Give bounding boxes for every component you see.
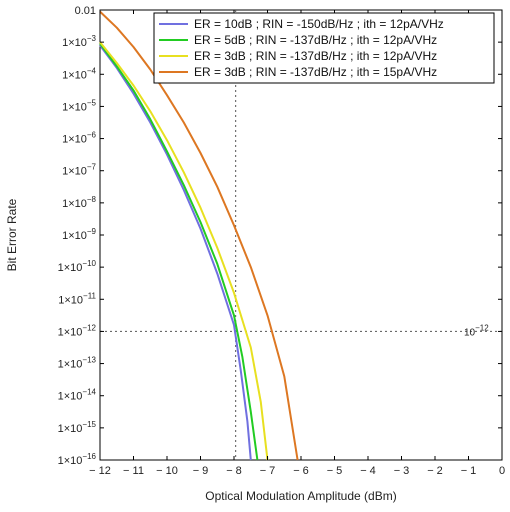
series-line-1 [99, 44, 252, 461]
y-tick-label: 1×10−5 [62, 98, 96, 113]
legend-entry: ER = 10dB ; RIN = -150dB/Hz ; ith = 12pA… [194, 17, 444, 31]
legend-box [153, 12, 495, 84]
y-tick-label: 1×10−7 [62, 163, 96, 178]
y-tick-label: 1×10−12 [58, 323, 97, 338]
y-tick-label: 1×10−14 [58, 388, 97, 403]
x-tick-label: − 12 [89, 465, 111, 477]
x-tick-label: − 11 [123, 465, 144, 477]
series-lines [99, 10, 299, 461]
x-tick-label: − 3 [394, 465, 410, 477]
y-tick-label: 1×10−6 [62, 131, 96, 146]
x-tick-label: − 10 [156, 465, 178, 477]
y-tick-label: 1×10−11 [58, 291, 96, 306]
y-tick-label: 1×10−10 [58, 259, 97, 274]
x-tick-label: − 1 [461, 465, 477, 477]
x-tick-label: − 7 [260, 465, 276, 477]
x-tick-label: − 8 [226, 465, 242, 477]
legend-entry: ER = 3dB ; RIN = -137dB/Hz ; ith = 12pA/… [194, 49, 437, 63]
y-tick-label: 1×10−4 [62, 66, 96, 81]
y-tick-label: 0.01 [75, 5, 96, 17]
series-line-3 [99, 41, 269, 461]
y-tick-label: 1×10−3 [62, 34, 96, 49]
legend-entry: ER = 3dB ; RIN = -137dB/Hz ; ith = 15pA/… [194, 65, 437, 79]
y-tick-label: 1×10−13 [58, 356, 97, 371]
x-tick-label: − 6 [293, 465, 309, 477]
y-tick-label: 1×10−9 [62, 227, 96, 242]
y-axis-ticks: 0.01 1×10−3 1×10−4 1×10−5 1×10−6 1×10−7 1×10−8… [58, 5, 502, 467]
x-tick-label: − 2 [427, 465, 443, 477]
horizontal-reference-label: 10−12 [464, 323, 489, 338]
x-tick-label: − 4 [360, 465, 376, 477]
x-tick-label: 0 [499, 465, 505, 477]
series-line-2 [99, 43, 259, 461]
x-tick-label: − 5 [327, 465, 343, 477]
x-axis-title: Optical Modulation Amplitude (dBm) [205, 489, 396, 503]
x-tick-label: − 9 [193, 465, 209, 477]
y-tick-label: 1×10−15 [58, 420, 97, 435]
legend: ER = 10dB ; RIN = -150dB/Hz ; ith = 12pA… [153, 12, 495, 84]
plot-area [99, 9, 503, 461]
y-tick-label: 1×10−8 [62, 195, 96, 210]
y-tick-label: 1×10−16 [58, 452, 97, 467]
y-axis-title: Bit Error Rate [5, 198, 19, 271]
legend-entry: ER = 5dB ; RIN = -137dB/Hz ; ith = 12pA/… [194, 33, 437, 47]
series-line-4 [99, 10, 299, 461]
